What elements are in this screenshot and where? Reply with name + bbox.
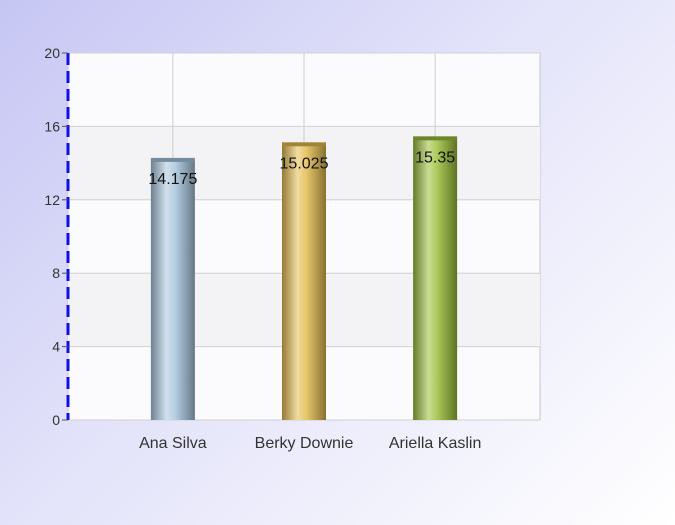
category-label-1: Ana Silva (139, 435, 207, 452)
y-tick-label: 8 (52, 265, 60, 281)
data-label-2: 15.025 (280, 155, 329, 172)
y-tick-label: 12 (44, 192, 60, 208)
category-label-2: Berky Downie (255, 435, 354, 452)
bar-3 (413, 138, 458, 420)
category-label-3: Ariella Kaslin (389, 435, 481, 452)
y-tick-label: 4 (52, 339, 60, 355)
labels: 14.175 Ana Silva 15.025 Berky Downie 15.35 Ar… (139, 149, 481, 452)
bars (150, 136, 458, 421)
data-label-1: 14.175 (148, 171, 197, 188)
y-tick-label: 20 (44, 45, 60, 61)
bar-2 (282, 144, 326, 420)
bar-cap-2 (282, 142, 326, 147)
bar-cap-1 (150, 157, 195, 162)
data-label-3: 15.35 (415, 149, 455, 166)
y-axis: 0 4 8 12 16 20 (44, 45, 70, 428)
bar-1 (150, 159, 195, 421)
y-tick-label: 0 (52, 412, 60, 428)
bar-cap-3 (413, 136, 458, 141)
y-tick-label: 16 (44, 118, 60, 134)
